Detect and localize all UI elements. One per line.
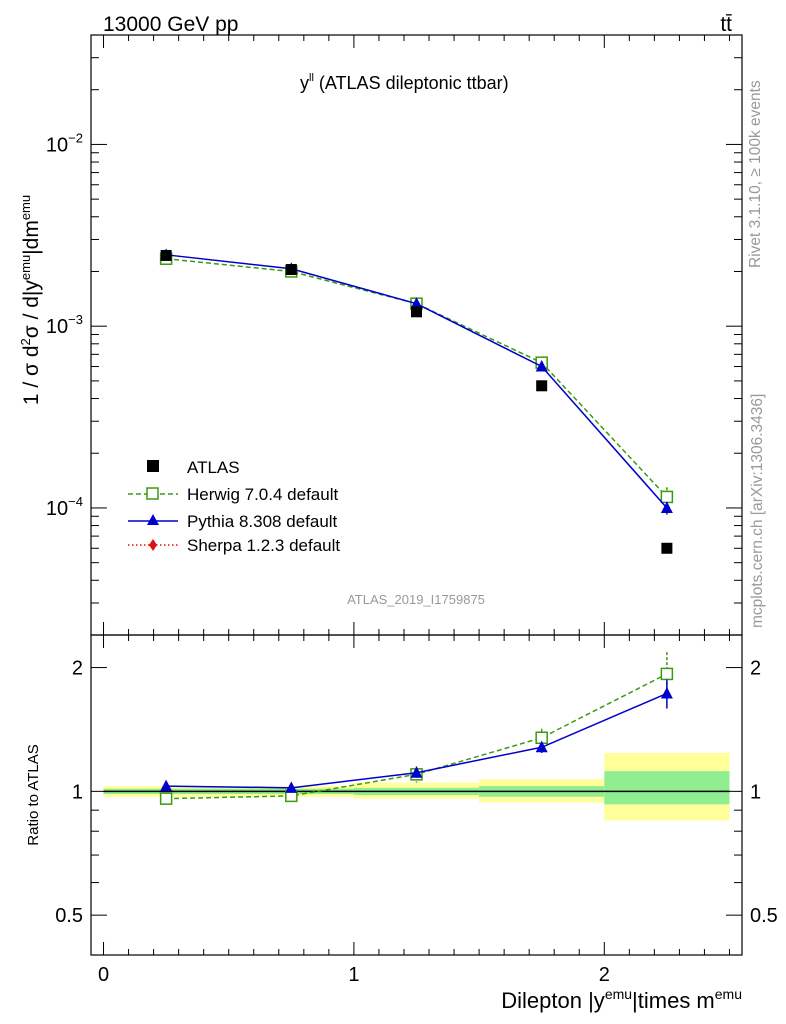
analysis-id-label: ATLAS_2019_I1759875 [347, 592, 485, 607]
main-panel: 10−4 10−3 10−2 yll (ATLAS dileptonic ttbar… [18, 34, 743, 636]
atlas-point [661, 542, 673, 554]
atlas-point [536, 380, 548, 392]
legend: ATLAS Herwig 7.0.4 default Pythia 8.308 … [128, 458, 340, 555]
ratio-herwig-point [660, 667, 674, 681]
ratio-uncertainty-bands [103, 752, 730, 821]
ratio-pythia-point [660, 686, 673, 699]
legend-label-sherpa: Sherpa 1.2.3 default [187, 536, 340, 555]
ratio-y-tick-label-right: 2 [750, 658, 761, 680]
x-tick-label: 2 [599, 964, 610, 986]
main-axis-ticks: 10−4 10−3 10−2 [46, 34, 742, 636]
legend-label-pythia: Pythia 8.308 default [187, 512, 338, 531]
pythia-point [410, 297, 423, 309]
herwig-point [660, 490, 674, 504]
legend-label-atlas: ATLAS [187, 458, 240, 477]
ratio-pythia-point [160, 779, 173, 792]
legend-label-herwig: Herwig 7.0.4 default [187, 485, 338, 504]
ratio-y-axis-label: Ratio to ATLAS [25, 744, 42, 845]
x-tick-label: 0 [98, 964, 109, 986]
atlas-point [411, 306, 422, 318]
main-y-tick-label: 10−3 [46, 312, 83, 338]
pythia-line [166, 254, 668, 509]
ratio-y-tick-label-right: 0.5 [750, 905, 778, 927]
legend-marker-pythia [147, 514, 159, 525]
ratio-pythia-point [285, 781, 298, 793]
pythia-point [660, 501, 673, 513]
ratio-panel: 0 1 2 0.5 0.5 1 1 2 2 Ratio to ATLAS Dilepton |y… [25, 634, 778, 1013]
pythia-point [535, 360, 548, 372]
ratio-pythia-point [535, 740, 548, 753]
rivet-version-label: Rivet 3.1.10, ≥ 100k events [747, 80, 764, 268]
legend-marker-herwig [146, 487, 159, 500]
ratio-y-tick-label: 0.5 [55, 905, 83, 927]
mcplots-label: mcplots.cern.ch [arXiv:1306.3436] [749, 394, 766, 628]
chart-title: yll (ATLAS dileptonic ttbar) [300, 72, 509, 93]
ratio-y-tick-label-right: 1 [750, 781, 761, 803]
legend-marker-atlas [147, 460, 159, 472]
legend-marker-sherpa [149, 539, 157, 551]
herwig-line [166, 258, 668, 498]
ratio-pythia-point [410, 766, 423, 778]
ratio-y-tick-label: 1 [72, 781, 83, 803]
ratio-axis-ticks: 0 1 2 0.5 0.5 1 1 2 2 [55, 635, 778, 986]
ratio-herwig-point [159, 792, 173, 805]
x-tick-label: 1 [348, 964, 359, 986]
atlas-point [285, 264, 297, 276]
main-series-layer [159, 248, 674, 554]
header-right: tt̄ [720, 13, 732, 36]
ratio-frame [90, 634, 743, 956]
ratio-series-layer [159, 652, 674, 805]
header-left: 13000 GeV pp [103, 13, 238, 36]
main-y-tick-label: 10−2 [46, 130, 83, 156]
ratio-y-tick-label: 2 [72, 658, 83, 680]
main-y-tick-label: 10−4 [46, 494, 83, 520]
atlas-point [160, 249, 172, 261]
main-y-axis-label: 1 / σ d2σ / d|yemu|dmemu [18, 195, 43, 405]
x-axis-label: Dilepton |yemu|times memu [501, 986, 742, 1013]
ratio-band-inner [604, 771, 730, 805]
